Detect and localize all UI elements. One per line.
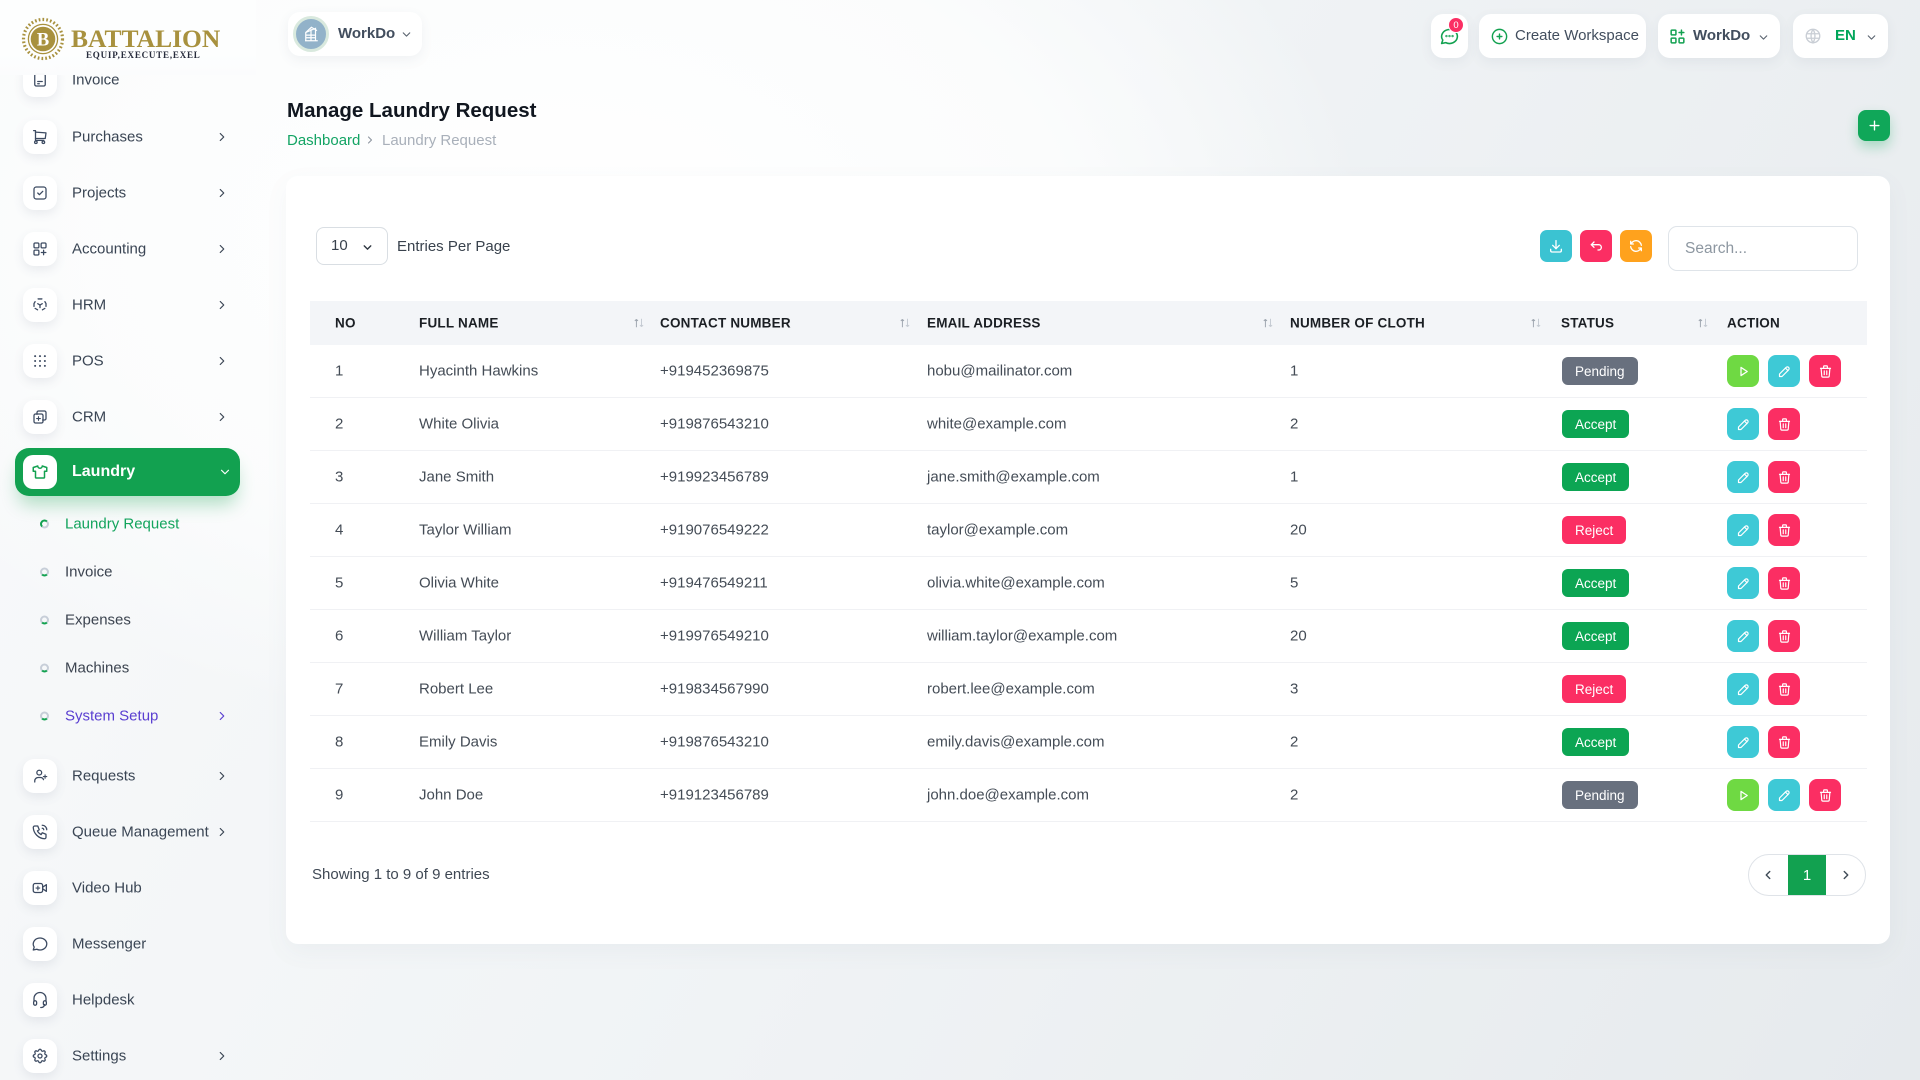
svg-text:B: B — [37, 31, 49, 51]
